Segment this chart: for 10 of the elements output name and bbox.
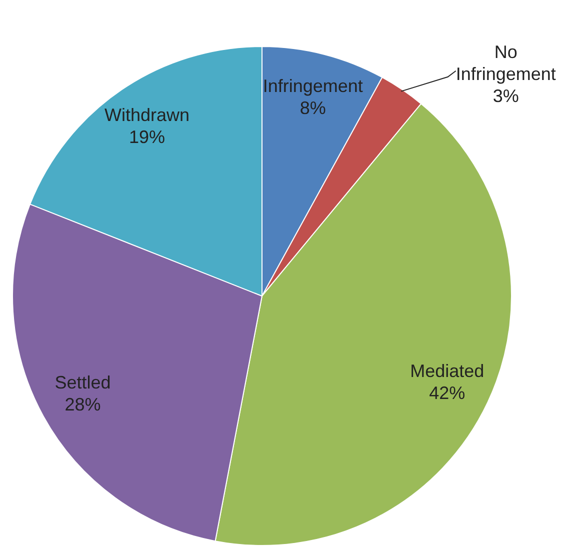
data-label: 8% bbox=[300, 98, 326, 118]
slice-label: No Infringement bbox=[456, 42, 556, 84]
data-label: 42% bbox=[429, 383, 466, 404]
data-label: 3% bbox=[492, 86, 519, 106]
slice-label: Withdrawn bbox=[104, 104, 190, 125]
slice-label: Settled bbox=[54, 372, 111, 393]
slice-label: Mediated bbox=[410, 361, 484, 382]
data-label: 19% bbox=[128, 126, 166, 147]
slice-label: Infringement bbox=[262, 76, 363, 96]
data-label: 28% bbox=[64, 394, 101, 415]
